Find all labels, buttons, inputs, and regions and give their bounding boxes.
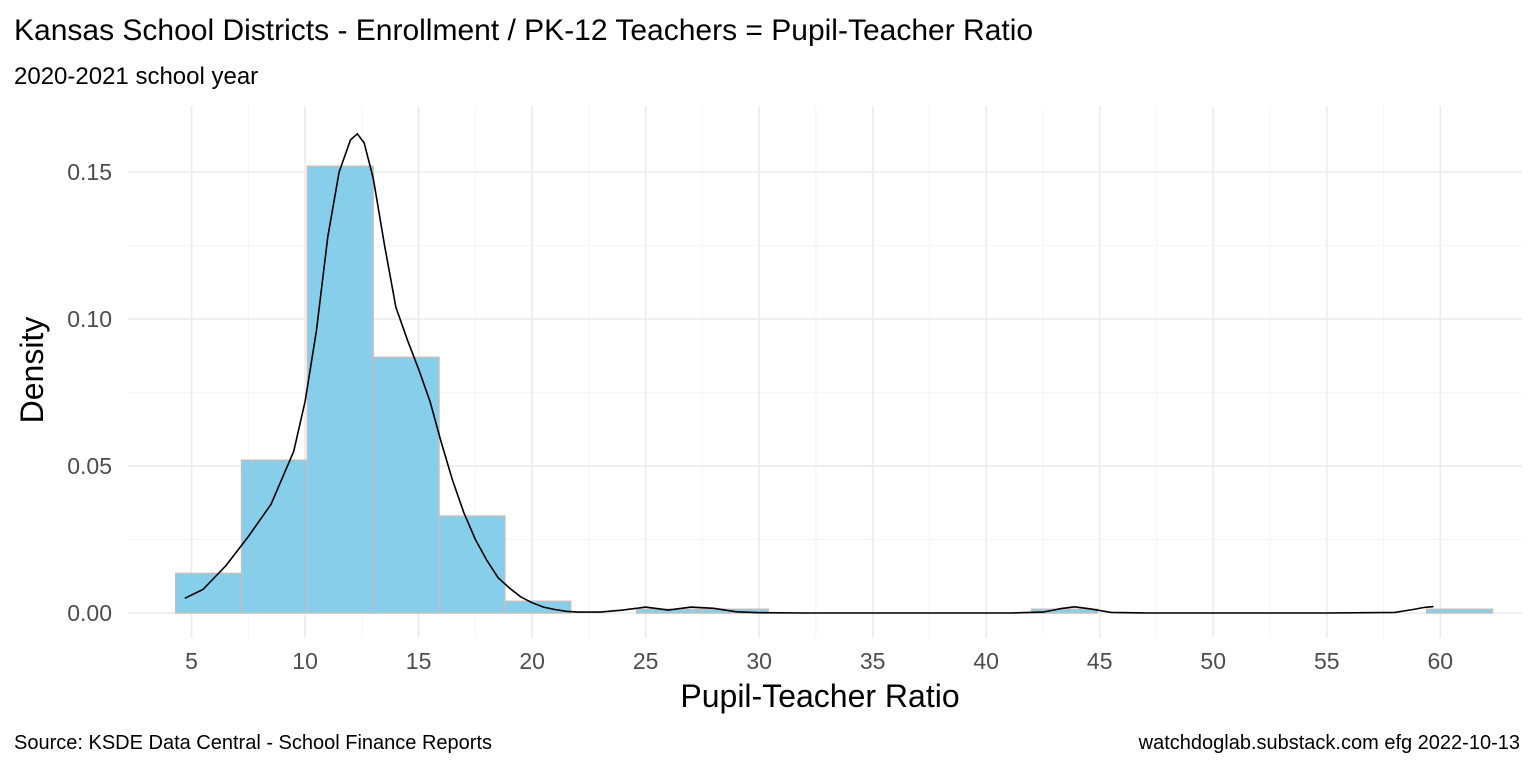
source-caption: Source: KSDE Data Central - School Finan… (14, 732, 492, 754)
x-tick-label: 15 (406, 648, 432, 674)
histogram-bar (174, 572, 243, 614)
credit-caption: watchdoglab.substack.com efg 2022-10-13 (1138, 732, 1520, 754)
x-tick-label: 5 (185, 648, 198, 674)
y-tick-label: 0.10 (67, 306, 112, 332)
x-tick-label: 35 (860, 648, 886, 674)
x-tick-label: 40 (973, 648, 999, 674)
x-axis-ticks: 5 10 15 20 25 30 35 40 45 50 55 60 (185, 648, 1453, 674)
histogram-bar (504, 600, 572, 614)
y-tick-label: 0.15 (67, 159, 112, 185)
x-tick-label: 60 (1427, 648, 1453, 674)
x-tick-label: 50 (1200, 648, 1226, 674)
x-tick-label: 30 (746, 648, 772, 674)
density-curve (184, 132, 1434, 614)
x-tick-label: 10 (292, 648, 318, 674)
histogram-bar (1425, 608, 1494, 614)
x-tick-label: 45 (1087, 648, 1113, 674)
x-axis-label: Pupil-Teacher Ratio (680, 678, 959, 714)
y-axis-label: Density (14, 317, 50, 424)
histogram-bar (240, 459, 309, 614)
histogram-bars (174, 165, 1494, 614)
chart-title: Kansas School Districts - Enrollment / P… (14, 14, 1033, 47)
y-tick-label: 0.05 (67, 453, 112, 479)
histogram-bar (306, 165, 374, 614)
histogram-bar (372, 356, 440, 614)
x-tick-label: 55 (1314, 648, 1340, 674)
plot-area (128, 106, 1522, 638)
y-tick-label: 0.00 (67, 600, 112, 626)
x-tick-label: 25 (633, 648, 659, 674)
chart-subtitle: 2020-2021 school year (14, 63, 258, 90)
y-axis-ticks: 0.00 0.05 0.10 0.15 (67, 159, 112, 626)
x-tick-label: 20 (519, 648, 545, 674)
histogram-bar (1030, 608, 1099, 614)
